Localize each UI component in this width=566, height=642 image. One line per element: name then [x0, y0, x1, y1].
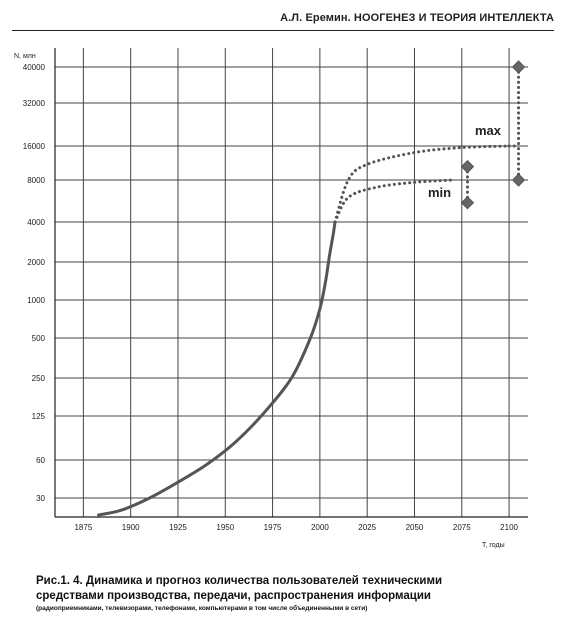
y-tick-label: 60: [36, 456, 45, 465]
x-tick-label: 2025: [358, 523, 376, 532]
annotation-min: min: [428, 185, 451, 200]
x-tick-label: 1975: [264, 523, 282, 532]
caption-line-1: Рис.1. 4. Динамика и прогноз количества …: [36, 575, 443, 587]
x-tick-label: 2000: [311, 523, 329, 532]
page-header: А.Л. Еремин. НООГЕНЕЗ И ТЕОРИЯ ИНТЕЛЛЕКТ…: [280, 12, 554, 24]
diamond-marker: [511, 60, 526, 74]
y-tick-label: 500: [32, 334, 46, 343]
x-axis-label: T, годы: [482, 542, 505, 549]
population-chart: 30 60 125 250 500 1000 2000 4000 8000 16000 32000 4…: [14, 48, 528, 549]
series-max-line: [333, 144, 511, 224]
y-tick-label: 30: [36, 494, 45, 503]
caption-line-3: (радиоприемниками, телевизорами, телефон…: [36, 605, 368, 612]
x-tick-label: 1900: [122, 523, 140, 532]
x-tick-label: 2100: [500, 523, 518, 532]
x-tick-label: 2050: [406, 523, 424, 532]
tick-labels: 30 60 125 250 500 1000 2000 4000 8000 16000 32000 4…: [14, 53, 519, 549]
diamond-marker: [511, 173, 526, 187]
y-tick-label: 2000: [27, 258, 45, 267]
x-tick-label: 2075: [453, 523, 471, 532]
y-tick-label: 1000: [27, 296, 45, 305]
y-tick-label: 125: [32, 412, 46, 421]
y-tick-label: 4000: [27, 218, 45, 227]
forecast-markers: [460, 60, 526, 210]
y-tick-label: 250: [32, 374, 46, 383]
series-lines: [97, 144, 511, 517]
figure-caption: Рис.1. 4. Динамика и прогноз количества …: [36, 574, 556, 613]
y-tick-label: 40000: [23, 63, 46, 72]
series-min-line: [333, 178, 454, 224]
diamond-marker: [460, 159, 475, 174]
grid: [55, 48, 528, 517]
series-observed-line: [97, 220, 337, 517]
header-rule: [12, 30, 554, 31]
y-tick-label: 32000: [23, 99, 46, 108]
y-tick-label: 8000: [27, 176, 45, 185]
axes: [54, 48, 528, 518]
caption-line-2: средствами производства, передачи, распр…: [36, 590, 431, 602]
y-axis-label: N, млн: [14, 53, 36, 60]
x-tick-label: 1950: [216, 523, 234, 532]
annotation-max: max: [475, 123, 502, 138]
x-tick-label: 1875: [74, 523, 92, 532]
x-tick-label: 1925: [169, 523, 187, 532]
diamond-marker: [460, 195, 475, 210]
y-tick-label: 16000: [23, 142, 46, 151]
